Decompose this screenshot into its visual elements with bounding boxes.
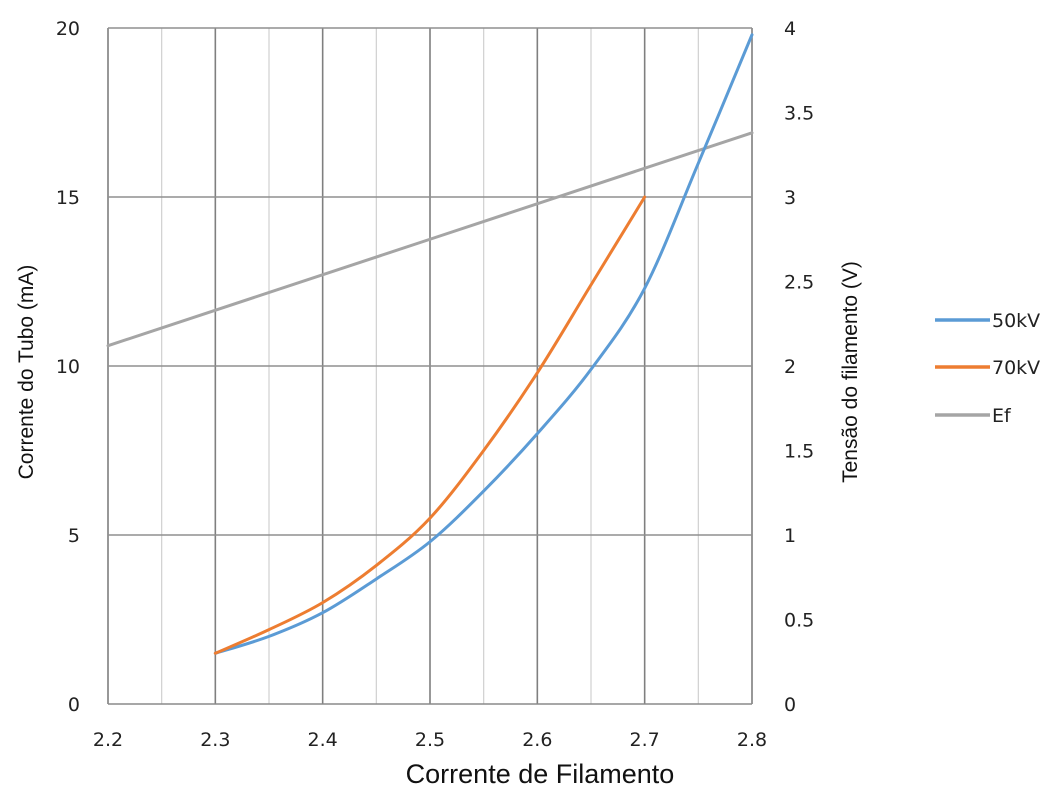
x-tick-label: 2.5 [415, 729, 445, 751]
y-axis-title: Corrente do Tubo (mA) [15, 265, 38, 480]
y2-tick-label: 0 [784, 694, 796, 716]
x-tick-label: 2.3 [200, 729, 230, 751]
y2-axis-title: Tensão do filamento (V) [839, 261, 862, 483]
y2-tick-label: 2.5 [784, 272, 814, 294]
y2-tick-label: 1 [784, 525, 796, 547]
series-layer [106, 33, 754, 655]
x-tick-label: 2.7 [630, 729, 660, 751]
y2-tick-label: 2 [784, 356, 796, 378]
y2-tick-label: 4 [784, 18, 796, 40]
ticks-layer: 2.2 2.3 2.4 2.5 2.6 2.7 2.8 0 5 10 15 20 0 0.5 1 1.5 2 2.… [56, 18, 814, 751]
x-tick-label: 2.8 [737, 729, 767, 751]
y-tick-label: 0 [68, 694, 80, 716]
x-tick-label: 2.2 [93, 729, 123, 751]
legend: 50kV 70kV Ef [935, 310, 1040, 427]
legend-label-50kv: 50kV [992, 310, 1040, 332]
legend-label-70kv: 70kV [992, 357, 1040, 379]
series-line-70kv [213, 195, 647, 655]
grid [107, 27, 753, 705]
y-tick-label: 15 [56, 187, 80, 209]
y2-tick-label: 1.5 [784, 441, 814, 463]
y2-tick-label: 3.5 [784, 103, 814, 125]
y-tick-label: 5 [68, 525, 80, 547]
y-tick-label: 10 [56, 356, 80, 378]
series-line-ef [106, 131, 754, 348]
y-tick-label: 20 [56, 18, 80, 40]
x-tick-label: 2.4 [308, 729, 338, 751]
series-line-50kv [213, 33, 754, 655]
legend-label-ef: Ef [992, 405, 1012, 427]
y2-tick-label: 0.5 [784, 610, 814, 632]
x-axis-title: Corrente de Filamento [406, 759, 675, 789]
y2-tick-label: 3 [784, 187, 796, 209]
x-tick-label: 2.6 [522, 729, 552, 751]
